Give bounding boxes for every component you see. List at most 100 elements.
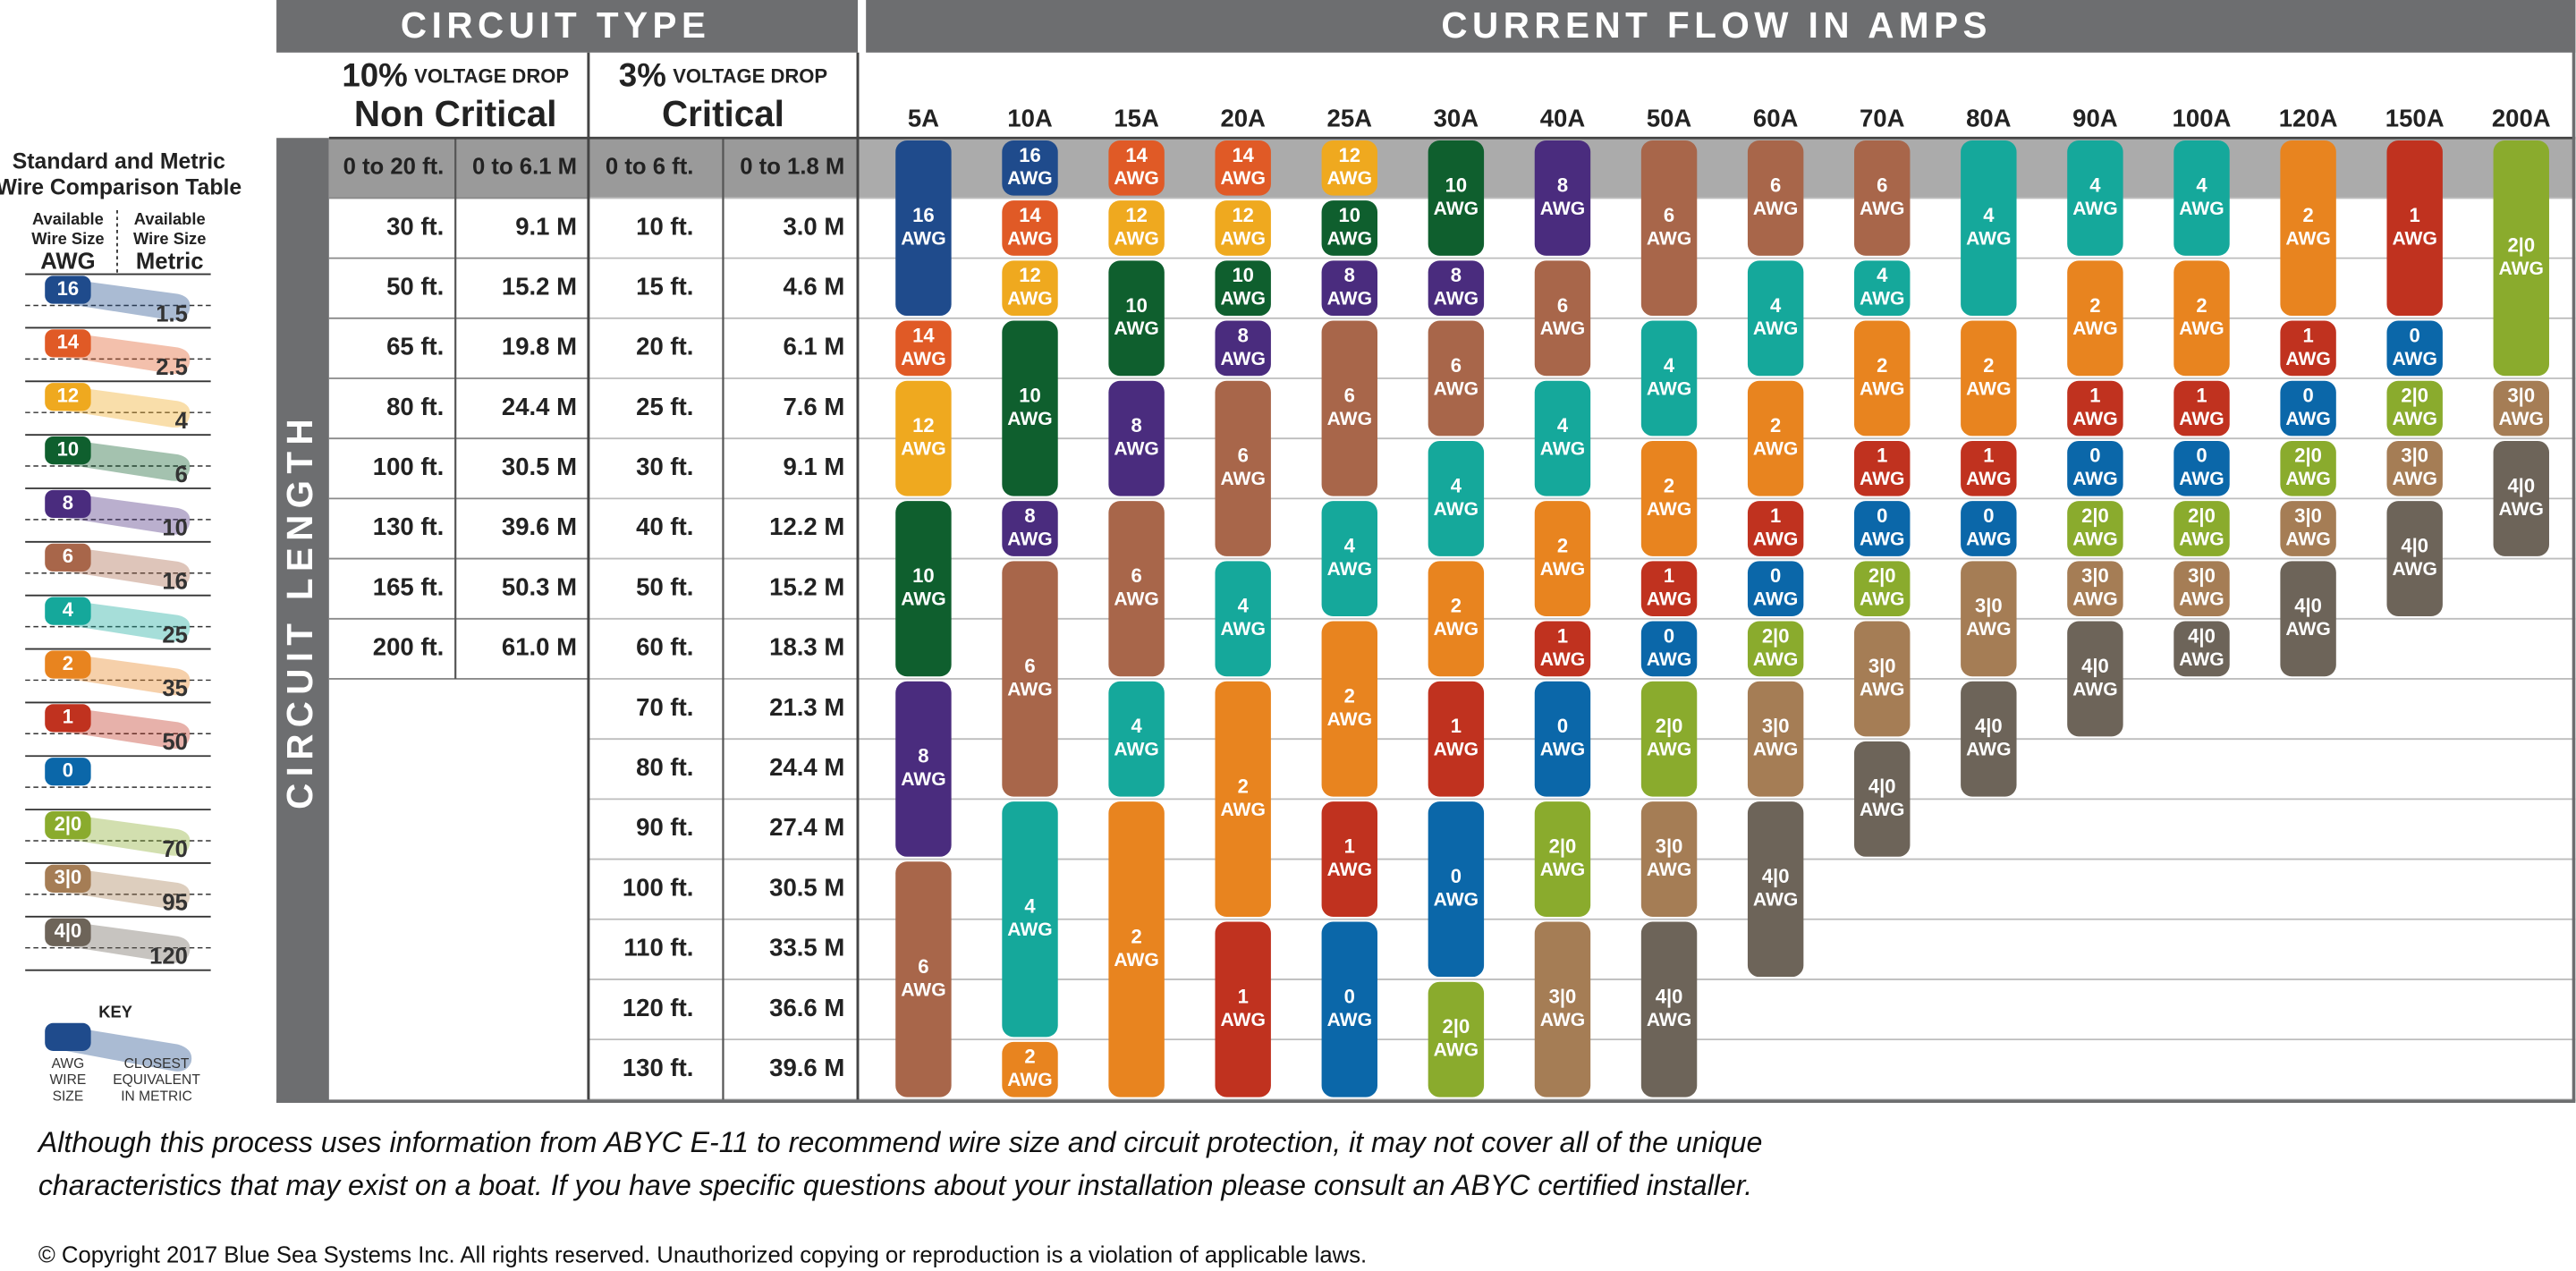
unit-label: AWG [1540,318,1585,339]
wire-pill [1108,681,1165,797]
unit-label: AWG [1434,378,1479,399]
gauge-label: 0 [2302,385,2313,407]
unit-label: AWG [1220,469,1265,489]
gauge-label: 3|0 [1868,655,1896,677]
side-title: Standard and Metric [13,149,225,174]
unit-label: AWG [2072,469,2117,489]
unit-label: AWG [1434,499,1479,520]
wire-pill [1534,380,1591,496]
length-m: 19.8 M [502,333,577,360]
length-m: 30.5 M [502,453,577,480]
wire-pill [1534,260,1591,377]
gauge-label: 4 [1557,414,1569,436]
awg-badge [45,650,91,679]
unit-label: AWG [1327,559,1372,580]
unit-label: AWG [1327,860,1372,880]
length-m: 18.3 M [769,633,844,661]
wire-pill [1321,501,1377,617]
length-ft: 65 ft. [386,333,444,360]
unit-label: AWG [2072,318,2117,339]
gauge-label: 8 [1024,504,1035,527]
wire-pill [2067,260,2123,377]
wire-pill [1321,140,1377,196]
metric-heading: Metric [136,250,204,275]
gauge-label: 3|0 [2294,504,2322,527]
awg-badge [45,758,91,786]
wire-pill [2280,140,2336,317]
awg-badge [45,543,91,572]
unit-label: AWG [1966,740,2011,760]
length-ft: 30 ft. [636,453,693,480]
voltage-drop: VOLTAGE DROP [673,64,827,87]
amp-label: 25A [1327,104,1373,131]
gauge-label: 0 [1664,624,1674,647]
wire-pill [895,140,952,317]
gauge-label: 10 [1125,294,1148,317]
gauge-label: 16 [1019,144,1041,166]
voltage-drop: VOLTAGE DROP [414,64,569,87]
gauge-label: 6 [1238,445,1249,467]
length-m: 9.1 M [515,212,577,240]
unit-label: AWG [901,228,945,249]
awg-size: 10 [57,437,80,460]
wire-pill [1215,140,1271,196]
wire-pill [2386,440,2443,496]
unit-label: AWG [2072,529,2117,549]
wire-pill [2174,621,2230,677]
unit-label: AWG [1434,619,1479,640]
gauge-label: 3|0 [2081,564,2109,587]
wire-pill [1640,801,1698,917]
unit-label: AWG [1540,559,1585,580]
gauge-label: 0 [2089,445,2100,467]
unit-label: AWG [1114,168,1158,189]
awg-size: 2|0 [55,812,82,835]
wire-pill [1108,801,1165,1097]
key-caption: CLOSEST [124,1056,190,1072]
metric-size: 50 [162,730,188,755]
metric-size: 120 [149,944,188,969]
wire-pill [1534,801,1591,917]
unit-label: AWG [2179,589,2224,610]
wire-pill [2280,501,2336,556]
unit-label: AWG [1007,1070,1052,1090]
unit-label: AWG [2179,199,2224,219]
unit-label: AWG [1220,289,1265,309]
unit-label: AWG [1540,1010,1585,1030]
wire-pill [1108,380,1165,496]
key-caption: EQUIVALENT [113,1072,200,1088]
length-m: 4.6 M [783,272,844,300]
length-ft: 90 ft. [636,813,693,841]
gauge-label: 6 [918,955,928,978]
metric-size: 2.5 [156,355,188,380]
wire-pill [895,380,952,496]
wire-pill [1854,621,1911,737]
length-m: 6.1 M [783,333,844,360]
gauge-label: 1 [1877,445,1887,467]
unit-label: AWG [1540,199,1585,219]
wire-pill [895,681,952,857]
length-ft: 20 ft. [636,333,693,360]
wire-pill [2386,140,2443,317]
gauge-label: 2 [1024,1046,1035,1068]
unit-label: AWG [2392,228,2436,249]
unit-label: AWG [1753,589,1798,610]
wire-pill [2493,440,2549,556]
wire-pill [1108,501,1165,677]
amp-label: 90A [2072,104,2118,131]
gauge-label: 2 [1238,775,1249,797]
circuit-length-title: CIRCUIT LENGTH [279,412,320,809]
gauge-label: 0 [1557,715,1568,737]
gauge-label: 6 [1344,385,1355,407]
length-m: 30.5 M [769,873,844,901]
gauge-label: 2 [2089,294,2100,317]
amp-label: 60A [1753,104,1799,131]
metric-size: 10 [162,516,188,541]
length-m: 3.0 M [783,212,844,240]
wire-pill [2174,501,2230,556]
gauge-label: 2 [1451,595,1462,617]
unit-label: AWG [1434,890,1479,911]
wire-pill [1428,981,1485,1097]
gauge-label: 14 [1125,144,1148,166]
wire-pill [1215,921,1271,1097]
awg-badge [45,383,91,411]
